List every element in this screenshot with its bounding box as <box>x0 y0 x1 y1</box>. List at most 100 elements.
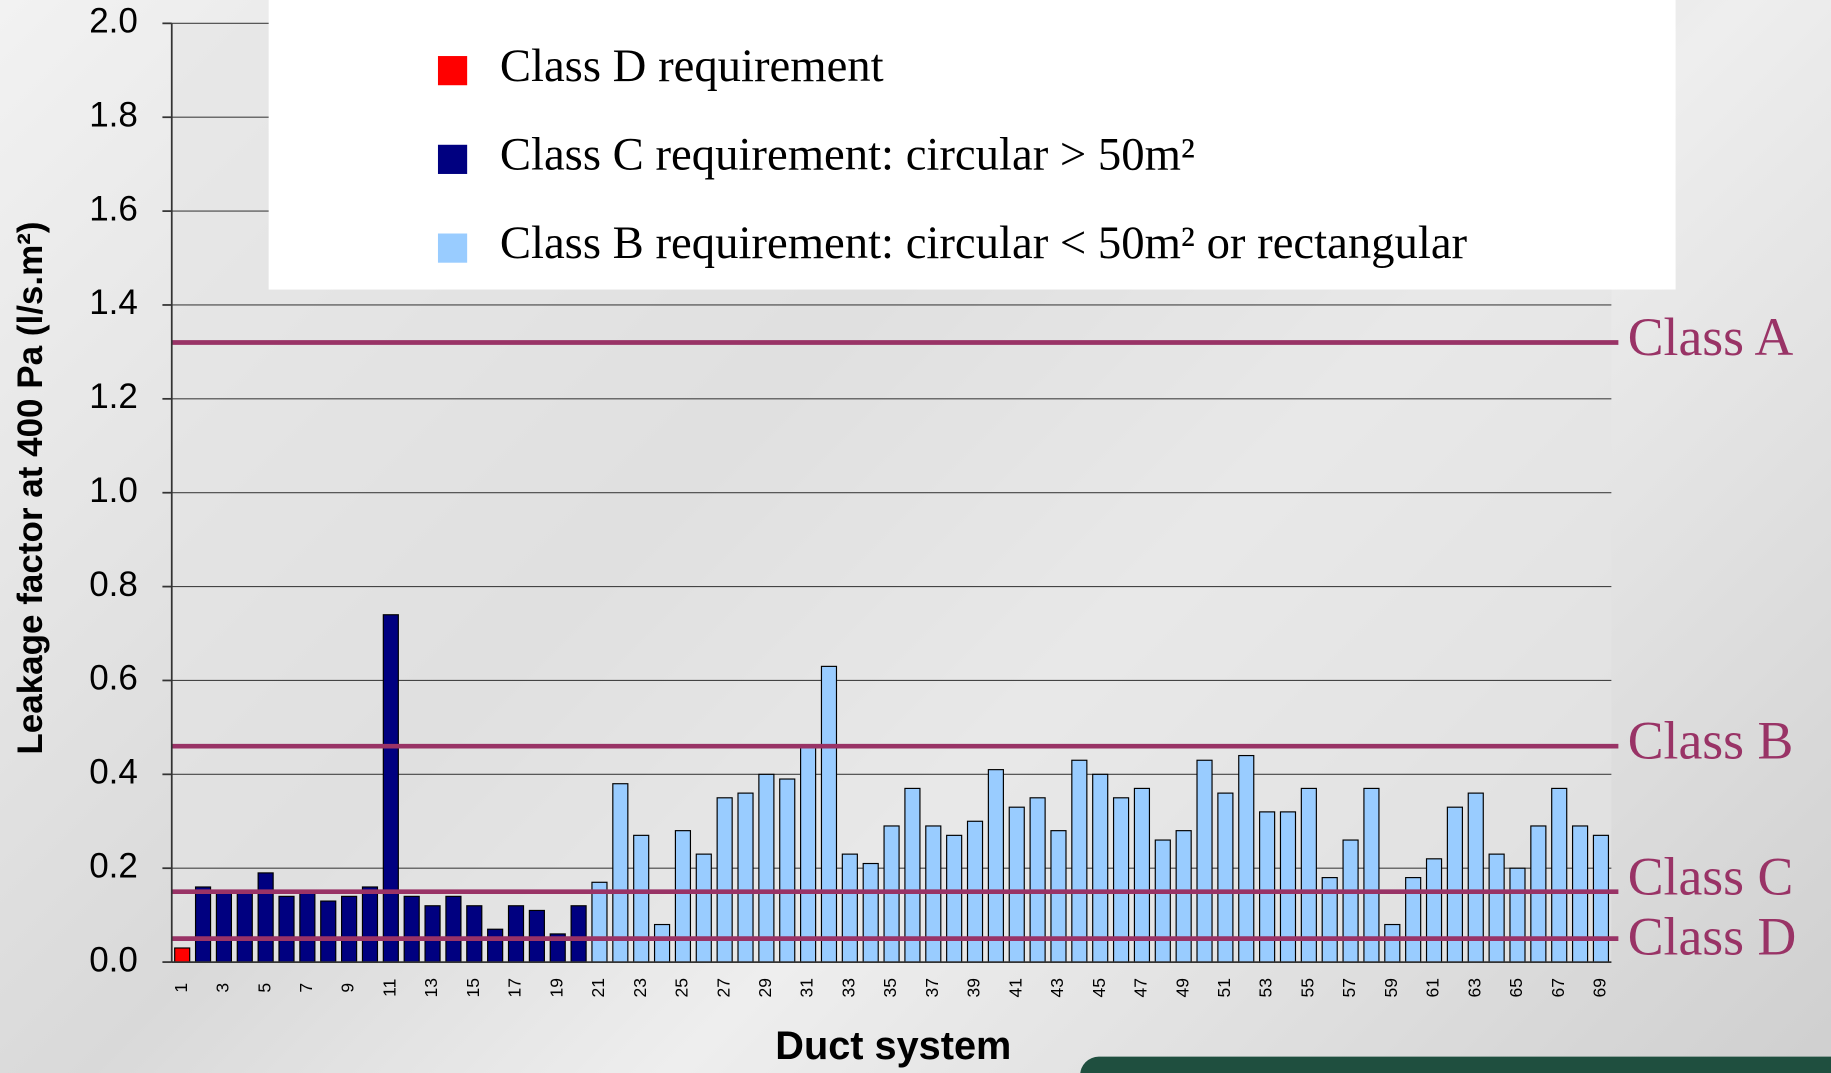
reference-label: Class D <box>1628 906 1797 966</box>
bar <box>1363 787 1380 963</box>
bar <box>820 665 838 963</box>
x-tick-label: 41 <box>1005 978 1025 997</box>
bar <box>779 778 796 963</box>
x-tick-label: 29 <box>755 978 775 997</box>
bar <box>862 862 879 963</box>
bar <box>1509 867 1526 963</box>
bar <box>925 825 942 963</box>
bar <box>1196 759 1213 963</box>
bar <box>904 787 921 963</box>
x-tick-label: 35 <box>880 978 900 997</box>
x-tick-label: 7 <box>296 983 316 993</box>
x-tick-label: 9 <box>338 983 358 993</box>
bar <box>215 891 233 963</box>
bar <box>1488 853 1505 963</box>
bar <box>570 905 587 963</box>
bar <box>320 900 337 963</box>
bar <box>1071 759 1088 963</box>
bar <box>987 769 1004 963</box>
y-tick-label: 1.8 <box>89 95 138 134</box>
bar <box>1530 825 1547 963</box>
legend-box <box>268 0 1676 290</box>
x-tick-label: 69 <box>1590 978 1610 997</box>
x-tick-label: 11 <box>379 979 399 997</box>
x-tick-label: 51 <box>1214 978 1234 997</box>
legend-swatch <box>437 233 468 263</box>
bar <box>653 923 671 963</box>
bar <box>1592 834 1610 963</box>
y-tick-label: 1.2 <box>89 377 138 416</box>
bar <box>1092 773 1109 963</box>
x-tick-label: 63 <box>1464 978 1484 997</box>
legend-swatch <box>437 144 468 174</box>
y-tick-label: 0.6 <box>89 659 138 698</box>
bar <box>695 853 712 963</box>
y-tick-label: 1.6 <box>89 189 138 228</box>
bar <box>633 834 650 963</box>
x-tick-label: 25 <box>672 978 692 997</box>
x-tick-label: 49 <box>1172 978 1192 997</box>
bar <box>1133 787 1151 963</box>
bar <box>445 895 462 963</box>
x-tick-label: 17 <box>505 978 525 997</box>
bar <box>361 886 379 963</box>
reference-label: Class A <box>1628 307 1794 367</box>
x-tick-label: 43 <box>1047 978 1067 997</box>
reference-label: Class B <box>1628 711 1794 771</box>
decor-bar <box>1080 1056 1831 1073</box>
bar <box>174 947 191 963</box>
bar <box>1154 839 1171 963</box>
x-tick-label: 5 <box>254 983 274 993</box>
x-tick-label: 31 <box>797 978 817 997</box>
bar <box>612 783 629 963</box>
y-tick-label: 0.2 <box>89 846 138 885</box>
y-tick-label: 1.4 <box>89 283 138 322</box>
x-tick-label: 13 <box>421 978 441 997</box>
bar <box>1175 830 1192 963</box>
x-tick-label: 67 <box>1548 978 1568 997</box>
x-tick-label: 45 <box>1089 978 1109 997</box>
bar <box>841 853 858 963</box>
bar <box>466 905 483 963</box>
bar <box>194 886 212 963</box>
x-tick-label: 3 <box>213 983 233 993</box>
y-tick-label: 0.4 <box>89 753 138 792</box>
bar <box>278 895 295 963</box>
bar <box>758 773 775 963</box>
legend-label: Class C requirement: circular > 50m² <box>500 129 1195 181</box>
x-tick-label: 47 <box>1131 978 1151 997</box>
x-tick-label: 1 <box>171 983 191 993</box>
y-tick-label: 1.0 <box>89 471 138 510</box>
bar <box>1571 825 1589 963</box>
y-tick-label: 2.0 <box>89 2 138 41</box>
legend-label: Class B requirement: circular < 50m² or … <box>500 217 1468 269</box>
bar <box>236 891 253 963</box>
bar <box>382 614 399 963</box>
x-tick-label: 59 <box>1381 978 1401 997</box>
bar <box>299 891 316 963</box>
reference-label: Class C <box>1628 847 1794 907</box>
bar <box>1425 858 1443 963</box>
bar <box>424 905 441 963</box>
legend-swatch <box>437 56 468 86</box>
bar <box>1050 830 1067 963</box>
x-tick-label: 19 <box>546 978 566 997</box>
x-tick-label: 65 <box>1506 978 1526 997</box>
bar <box>487 928 504 963</box>
y-tick-label: 0.0 <box>89 940 138 979</box>
x-tick-label: 23 <box>630 978 650 997</box>
x-tick-label: 27 <box>713 978 733 997</box>
bar <box>1384 923 1401 963</box>
bar <box>946 834 963 963</box>
bar <box>403 895 420 963</box>
bar <box>257 872 274 963</box>
x-tick-label: 57 <box>1339 978 1359 997</box>
x-tick-label: 37 <box>922 978 942 997</box>
x-tick-label: 53 <box>1256 978 1276 997</box>
x-tick-label: 61 <box>1423 978 1443 997</box>
x-tick-label: 15 <box>463 978 483 997</box>
bar <box>674 830 692 963</box>
bar <box>1551 787 1568 963</box>
